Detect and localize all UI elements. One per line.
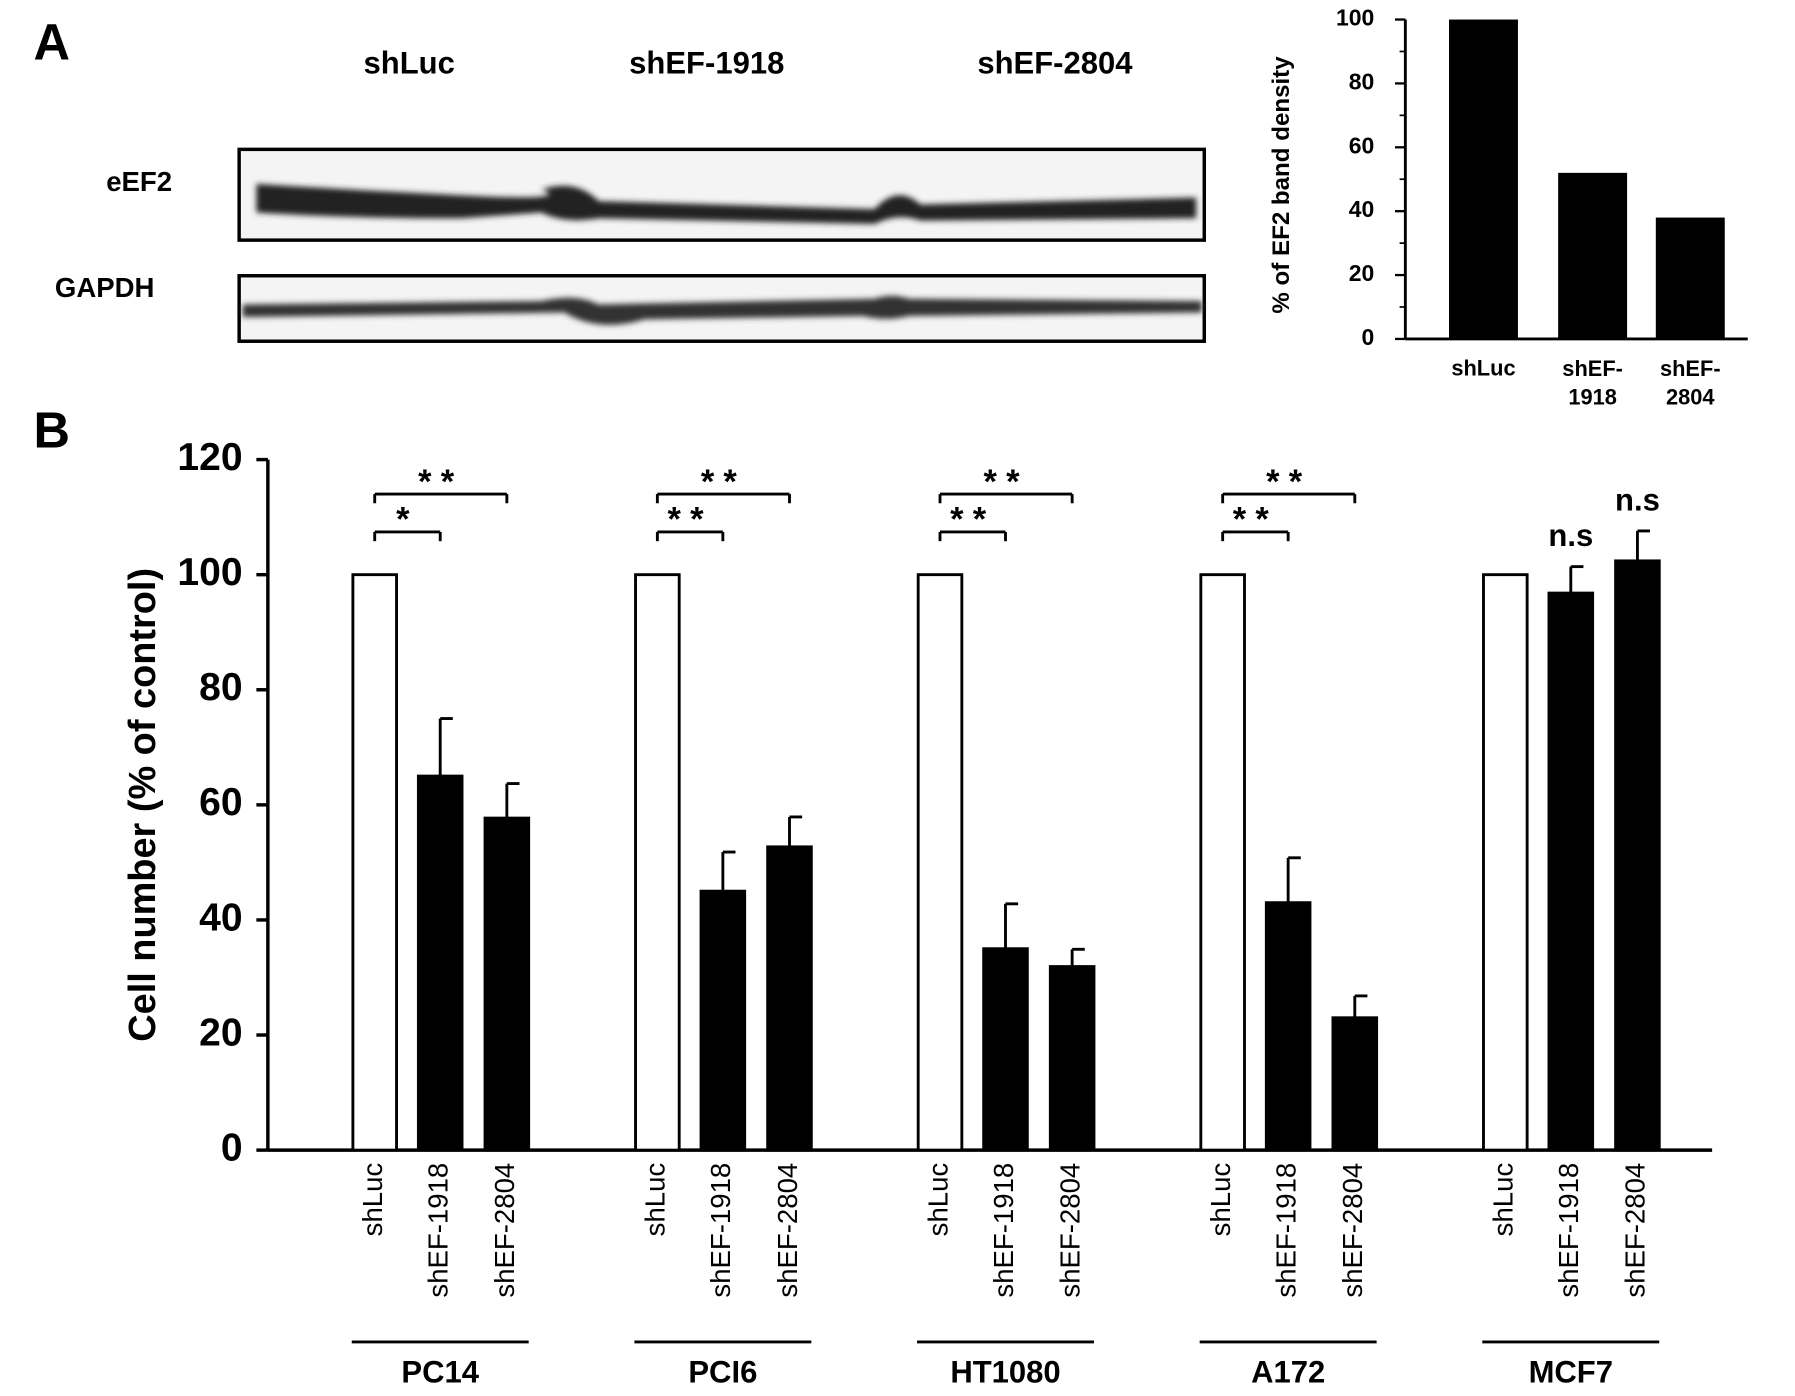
x-tick-label: shEF-1918	[705, 1163, 736, 1298]
significance-label: **	[983, 463, 1028, 501]
significance-label: **	[418, 463, 463, 501]
y-tick-label: 20	[1349, 260, 1375, 286]
x-tick-label: shEF-1918	[1553, 1163, 1584, 1298]
bar	[416, 774, 464, 1152]
western-blot: shLuc shEF-1918 shEF-2804 eEF2 GAPDH	[55, 46, 1206, 343]
significance-label: **	[701, 463, 746, 501]
x-tick-label: shEF-2804	[1660, 356, 1721, 409]
significance-label: **	[950, 501, 995, 539]
y-tick-label: 0	[1362, 324, 1375, 350]
x-tick-label: shEF-1918	[1562, 356, 1623, 409]
lane-label: shEF-2804	[977, 46, 1133, 81]
group-label: HT1080	[950, 1354, 1060, 1389]
significance-label: **	[1266, 463, 1311, 501]
bar	[1547, 591, 1595, 1152]
y-tick-label: 0	[221, 1126, 243, 1169]
blot-band	[242, 295, 1202, 325]
group-label: A172	[1251, 1354, 1325, 1389]
significance-label: **	[668, 501, 713, 539]
bar	[766, 845, 813, 1152]
group-label: MCF7	[1529, 1354, 1613, 1389]
bar	[634, 573, 681, 1152]
row-label: GAPDH	[55, 272, 155, 303]
significance-label: n.s	[1548, 518, 1593, 553]
x-tick-label: shEF-1918	[422, 1163, 453, 1298]
panel-label: B	[33, 402, 70, 459]
x-tick-label: shLuc	[1451, 356, 1515, 381]
bar	[1558, 172, 1628, 339]
y-tick-label: 40	[199, 896, 242, 939]
bar	[1655, 217, 1725, 339]
x-tick-label: shLuc	[922, 1163, 953, 1237]
bar	[1331, 1016, 1379, 1152]
x-tick-label: shEF-2804	[489, 1163, 520, 1298]
y-tick-label: 60	[1349, 132, 1375, 158]
bar	[1614, 559, 1661, 1152]
x-tick-label: shEF-2804	[772, 1163, 803, 1298]
y-tick-label: 20	[199, 1011, 242, 1054]
x-tick-label: shEF-1918	[988, 1163, 1019, 1298]
bar	[1264, 901, 1312, 1152]
lane-label: shLuc	[364, 46, 455, 81]
y-tick-label: 100	[1336, 5, 1374, 31]
bar	[1449, 19, 1518, 339]
lane-label: shEF-1918	[629, 46, 784, 81]
x-tick-label: shEF-2804	[1054, 1163, 1085, 1298]
blot-band	[256, 183, 1197, 225]
group-label: PC14	[401, 1354, 479, 1389]
y-tick-label: 40	[1349, 196, 1375, 222]
y-axis-label: Cell number (% of control)	[122, 568, 164, 1042]
bar	[699, 889, 747, 1152]
bar	[982, 947, 1029, 1152]
row-label: eEF2	[106, 166, 172, 197]
y-tick-label: 80	[1349, 68, 1375, 94]
y-axis-label: % of EF2 band density	[1268, 56, 1295, 314]
group-label: PCI6	[688, 1354, 757, 1389]
bar	[483, 816, 531, 1152]
significance-label: n.s	[1615, 482, 1660, 517]
bar	[1482, 573, 1529, 1152]
y-tick-label: 100	[177, 551, 242, 594]
y-tick-label: 60	[199, 781, 242, 824]
x-tick-label: shEF-2804	[1620, 1163, 1651, 1298]
y-tick-label: 80	[199, 666, 242, 709]
bar	[1048, 965, 1096, 1152]
x-tick-label: shLuc	[1205, 1163, 1236, 1237]
x-tick-label: shLuc	[1488, 1163, 1519, 1237]
significance-label: **	[1233, 501, 1278, 539]
bar	[916, 573, 964, 1152]
x-tick-label: shEF-1918	[1270, 1163, 1301, 1298]
bar	[1199, 573, 1246, 1152]
panel-label: A	[33, 13, 70, 70]
x-tick-label: shEF-2804	[1337, 1163, 1368, 1298]
significance-label: *	[396, 501, 419, 539]
bar	[351, 573, 398, 1152]
y-tick-label: 120	[177, 436, 242, 479]
x-tick-label: shLuc	[640, 1163, 671, 1237]
x-tick-label: shLuc	[357, 1163, 388, 1237]
